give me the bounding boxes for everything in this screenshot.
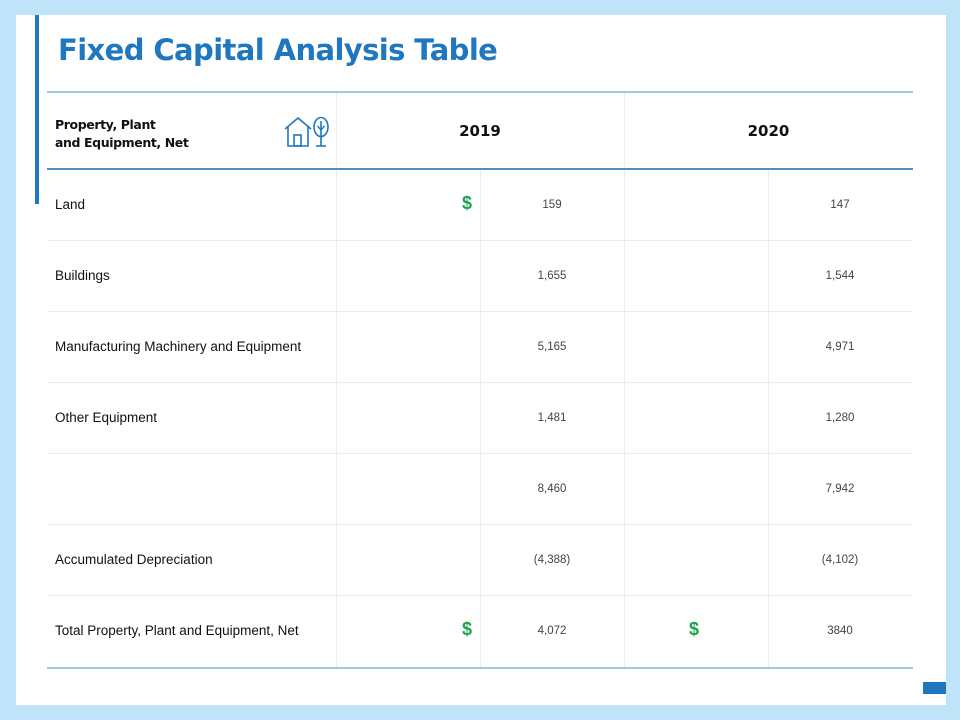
value-2019: 1,655 xyxy=(537,270,567,282)
value-2019: 1,481 xyxy=(537,412,567,424)
slide xyxy=(16,15,946,705)
row-label: Total Property, Plant and Equipment, Net xyxy=(55,623,299,638)
value-2020: 7,942 xyxy=(825,483,855,495)
column-divider xyxy=(768,170,769,667)
header-year-2019-cell: 2019 xyxy=(336,93,624,168)
house-tree-icon xyxy=(283,115,331,154)
row-label: Manufacturing Machinery and Equipment xyxy=(55,339,302,354)
title-accent-bar xyxy=(35,15,39,204)
value-2020: 3840 xyxy=(827,625,853,637)
column-divider xyxy=(624,93,625,667)
header-year-2020: 2020 xyxy=(747,122,790,140)
value-2020: (4,102) xyxy=(821,554,859,566)
corner-accent-mark xyxy=(923,682,946,694)
row-divider xyxy=(47,524,913,525)
header-label: Property, Plant and Equipment, Net xyxy=(55,116,189,152)
table-bottom-rule xyxy=(47,667,913,669)
header-label-line1: Property, Plant xyxy=(55,117,156,132)
value-2019: 5,165 xyxy=(537,341,567,353)
table-header-rule xyxy=(47,168,913,170)
table-row: Buildings 1,655 1,544 xyxy=(47,241,913,312)
row-divider xyxy=(47,240,913,241)
dollar-sign-icon: $ xyxy=(689,619,700,639)
row-label: Other Equipment xyxy=(55,410,158,425)
column-divider xyxy=(480,170,481,667)
page-title: Fixed Capital Analysis Table xyxy=(58,33,498,67)
value-2020: 147 xyxy=(830,199,850,211)
value-2019: (4,388) xyxy=(533,554,571,566)
header-year-2020-cell: 2020 xyxy=(624,93,913,168)
row-divider xyxy=(47,453,913,454)
column-divider xyxy=(336,93,337,667)
value-2020: 1,544 xyxy=(825,270,855,282)
dollar-sign-icon: $ xyxy=(462,193,473,213)
header-year-2019: 2019 xyxy=(459,122,501,140)
table-row: Accumulated Depreciation (4,388) (4,102) xyxy=(47,525,913,596)
value-2020: 4,971 xyxy=(825,341,855,353)
value-2019: 8,460 xyxy=(537,483,567,495)
row-divider xyxy=(47,311,913,312)
row-label: Land xyxy=(55,197,86,212)
table-row: 8,460 7,942 xyxy=(47,454,913,525)
row-divider xyxy=(47,382,913,383)
table-top-rule xyxy=(47,91,913,93)
row-label: Accumulated Depreciation xyxy=(55,552,213,567)
table-row: Land $ 159 147 xyxy=(47,170,913,241)
value-2019: 159 xyxy=(542,199,562,211)
header-label-line2: and Equipment, Net xyxy=(55,135,189,150)
row-label: Buildings xyxy=(55,268,110,283)
table-row: Other Equipment 1,481 1,280 xyxy=(47,383,913,454)
row-divider xyxy=(47,595,913,596)
table-row: Total Property, Plant and Equipment, Net… xyxy=(47,596,913,667)
table-row: Manufacturing Machinery and Equipment 5,… xyxy=(47,312,913,383)
value-2020: 1,280 xyxy=(825,412,855,424)
header-label-cell: Property, Plant and Equipment, Net xyxy=(47,93,336,168)
dollar-sign-icon: $ xyxy=(462,619,473,639)
value-2019: 4,072 xyxy=(537,625,567,637)
